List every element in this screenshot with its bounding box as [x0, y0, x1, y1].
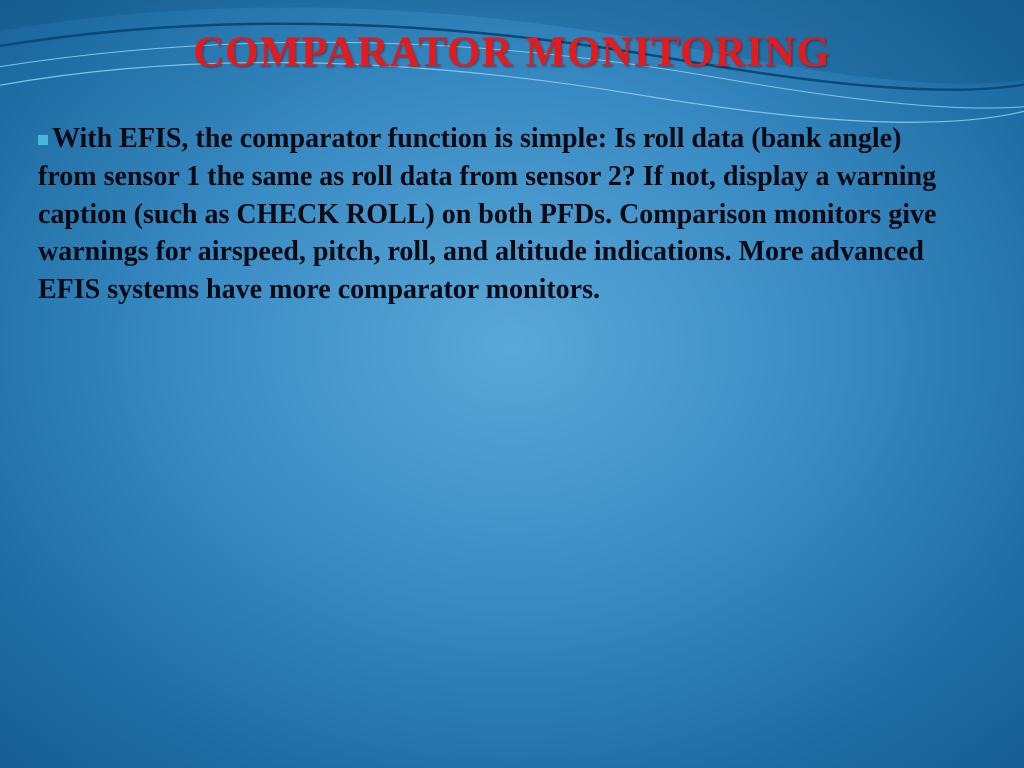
slide: COMPARATOR MONITORING With EFIS, the com… — [0, 0, 1024, 768]
body-text: With EFIS, the comparator function is si… — [38, 123, 936, 305]
body-block: With EFIS, the comparator function is si… — [38, 120, 964, 309]
slide-title: COMPARATOR MONITORING — [0, 28, 1024, 77]
bullet-icon — [38, 135, 48, 145]
